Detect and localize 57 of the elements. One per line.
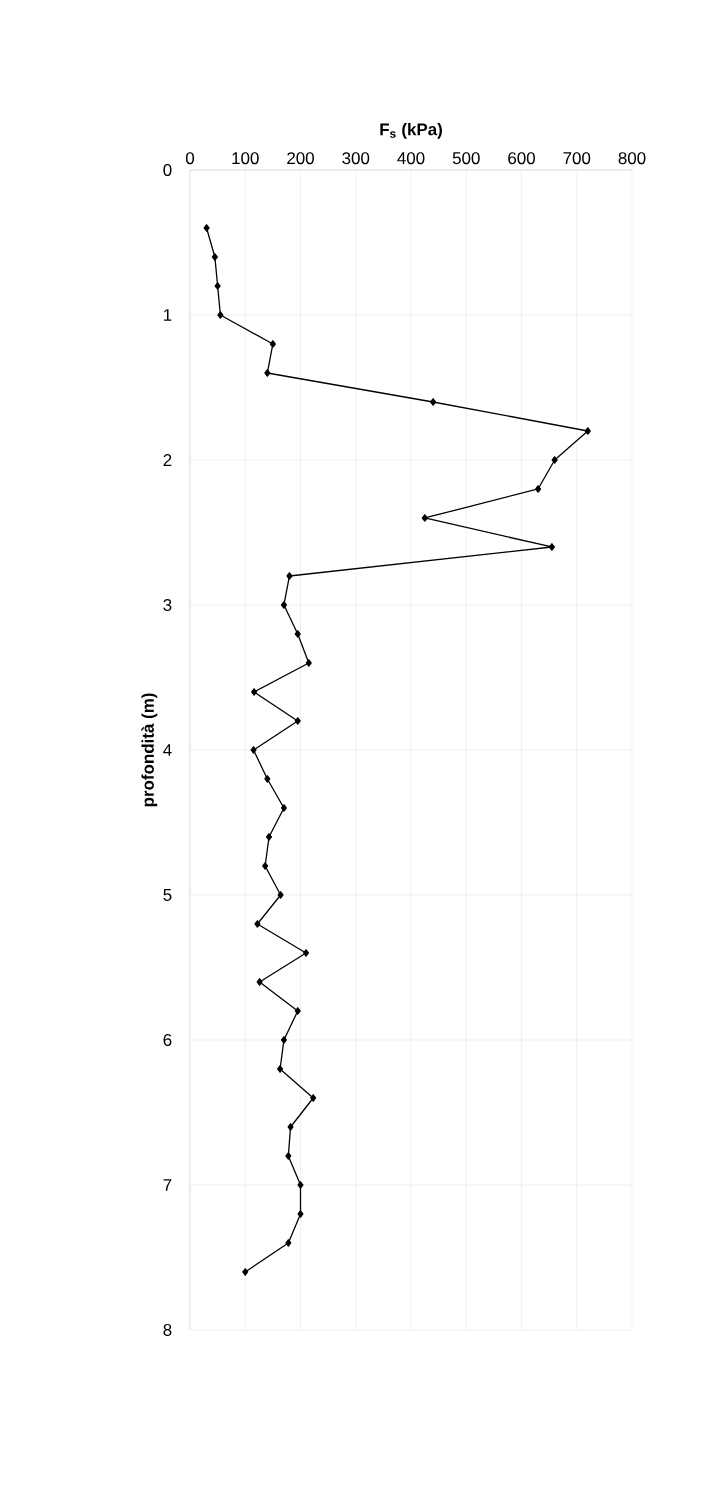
point [287,1123,294,1131]
point [203,224,210,232]
point [280,1036,287,1044]
point [584,427,591,435]
point [297,1181,304,1189]
x-tick-label: 700 [563,152,591,165]
point [302,949,310,957]
point [294,630,301,638]
x-tick-label: 600 [508,152,535,165]
point [262,862,269,870]
x-tick-label: 100 [232,152,259,165]
point [254,920,261,928]
point [430,398,437,406]
y-tick-label: 4 [163,744,172,756]
y-tick-label: 5 [163,889,172,901]
point [297,1210,304,1218]
y-tick-label: 2 [163,454,172,466]
y-tick-label: 1 [164,309,172,321]
point [265,833,273,841]
point [242,1268,249,1276]
y-axis-title: profondità (m) [141,693,158,807]
point [285,1239,292,1247]
point [280,601,287,609]
point [264,775,271,783]
point [250,746,257,754]
y-tick-label: 6 [163,1033,172,1046]
x-tick-label: 400 [397,152,425,165]
x-tick-label: 0 [185,152,195,165]
point [264,369,271,377]
point [214,282,221,290]
point [305,659,312,667]
x-tick-label: 300 [342,152,370,165]
x-tick-label: 200 [287,152,314,165]
y-tick-label: 7 [163,1179,172,1191]
point [294,717,301,725]
y-tick-label: 0 [163,164,172,176]
point [277,891,284,899]
point [535,485,542,493]
point [294,1007,301,1015]
point [286,572,293,580]
point [280,804,287,812]
point [256,978,263,986]
point [217,311,224,319]
x-tick-label: 500 [452,152,480,165]
point [548,543,555,551]
point [277,1065,284,1073]
x-axis-title: F$_{s}$ (kPa) [380,122,442,139]
point [269,340,276,348]
point [551,456,558,464]
y-tick-label: 3 [163,598,172,611]
y-tick-label: 8 [163,1323,172,1336]
point [421,514,428,522]
point [285,1152,292,1160]
point [310,1094,317,1102]
point [251,688,258,696]
point [211,253,218,261]
x-tick-label: 800 [618,152,646,165]
